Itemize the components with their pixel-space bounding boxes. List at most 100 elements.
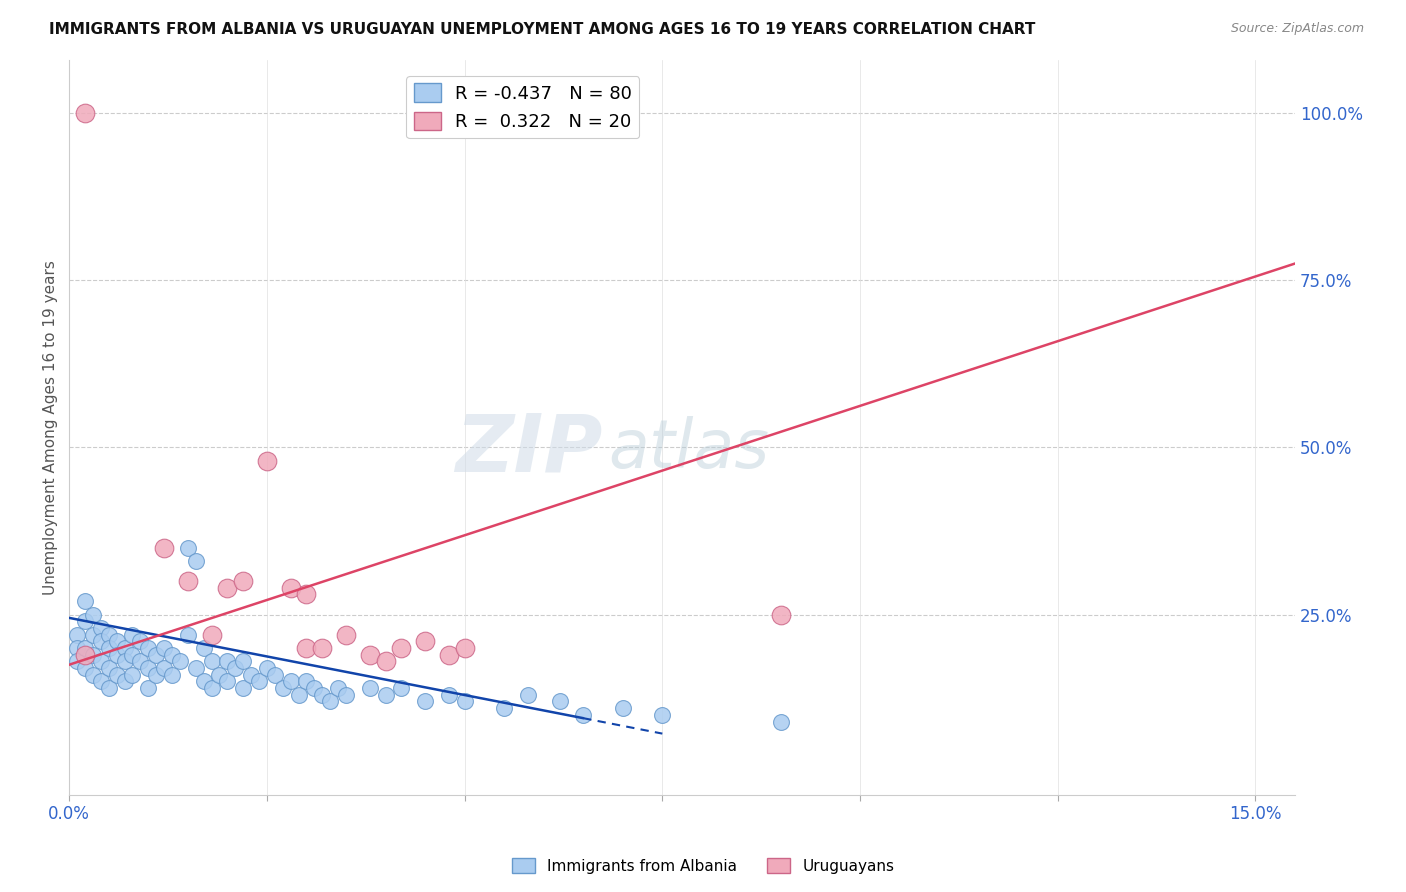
Point xyxy=(153,541,176,555)
Point xyxy=(160,667,183,681)
Point xyxy=(256,454,278,468)
Point xyxy=(121,627,143,641)
Point xyxy=(295,587,318,601)
Point xyxy=(612,701,634,715)
Point xyxy=(232,574,254,588)
Point xyxy=(453,640,475,655)
Point xyxy=(200,654,222,668)
Point xyxy=(97,661,120,675)
Point xyxy=(66,654,89,668)
Point xyxy=(240,667,263,681)
Point xyxy=(90,621,112,635)
Point xyxy=(389,640,412,655)
Point xyxy=(548,694,571,708)
Point xyxy=(90,634,112,648)
Point xyxy=(335,688,357,702)
Point xyxy=(208,667,231,681)
Point xyxy=(304,681,326,695)
Point xyxy=(374,688,396,702)
Point xyxy=(232,681,254,695)
Point xyxy=(437,648,460,662)
Point xyxy=(97,627,120,641)
Point xyxy=(494,701,516,715)
Point xyxy=(129,634,152,648)
Point xyxy=(319,694,342,708)
Point xyxy=(287,688,309,702)
Point xyxy=(136,661,159,675)
Text: IMMIGRANTS FROM ALBANIA VS URUGUAYAN UNEMPLOYMENT AMONG AGES 16 TO 19 YEARS CORR: IMMIGRANTS FROM ALBANIA VS URUGUAYAN UNE… xyxy=(49,22,1036,37)
Point xyxy=(311,688,333,702)
Point xyxy=(247,674,270,689)
Point xyxy=(200,627,222,641)
Point xyxy=(73,614,96,628)
Point xyxy=(453,694,475,708)
Point xyxy=(184,554,207,568)
Point xyxy=(516,688,538,702)
Point xyxy=(193,674,215,689)
Point xyxy=(184,661,207,675)
Point xyxy=(153,661,176,675)
Point xyxy=(177,627,200,641)
Point xyxy=(82,648,104,662)
Point xyxy=(263,667,285,681)
Point xyxy=(217,674,239,689)
Point xyxy=(73,594,96,608)
Point xyxy=(326,681,349,695)
Point xyxy=(73,106,96,120)
Point xyxy=(66,640,89,655)
Point xyxy=(105,667,128,681)
Point xyxy=(114,654,136,668)
Point xyxy=(82,607,104,622)
Point xyxy=(572,707,595,722)
Point xyxy=(217,654,239,668)
Point xyxy=(82,667,104,681)
Point xyxy=(129,654,152,668)
Point xyxy=(177,574,200,588)
Point xyxy=(73,648,96,662)
Point xyxy=(335,627,357,641)
Point xyxy=(90,674,112,689)
Point xyxy=(82,627,104,641)
Point xyxy=(97,640,120,655)
Point xyxy=(114,640,136,655)
Point xyxy=(224,661,246,675)
Point xyxy=(413,694,436,708)
Point xyxy=(121,648,143,662)
Legend: R = -0.437   N = 80, R =  0.322   N = 20: R = -0.437 N = 80, R = 0.322 N = 20 xyxy=(406,76,640,138)
Point xyxy=(651,707,673,722)
Point xyxy=(413,634,436,648)
Point xyxy=(232,654,254,668)
Point xyxy=(136,681,159,695)
Point xyxy=(295,674,318,689)
Point xyxy=(200,681,222,695)
Point xyxy=(160,648,183,662)
Point xyxy=(145,648,167,662)
Text: atlas: atlas xyxy=(609,417,769,483)
Point xyxy=(769,607,792,622)
Point xyxy=(271,681,294,695)
Point xyxy=(217,581,239,595)
Y-axis label: Unemployment Among Ages 16 to 19 years: Unemployment Among Ages 16 to 19 years xyxy=(44,260,58,595)
Point xyxy=(66,627,89,641)
Point xyxy=(177,541,200,555)
Point xyxy=(136,640,159,655)
Point xyxy=(97,681,120,695)
Point xyxy=(90,654,112,668)
Point xyxy=(193,640,215,655)
Legend: Immigrants from Albania, Uruguayans: Immigrants from Albania, Uruguayans xyxy=(506,852,900,880)
Point xyxy=(105,648,128,662)
Point xyxy=(73,661,96,675)
Point xyxy=(389,681,412,695)
Point xyxy=(280,581,302,595)
Point xyxy=(169,654,191,668)
Point xyxy=(256,661,278,675)
Point xyxy=(311,640,333,655)
Point xyxy=(153,640,176,655)
Point xyxy=(280,674,302,689)
Point xyxy=(73,640,96,655)
Text: Source: ZipAtlas.com: Source: ZipAtlas.com xyxy=(1230,22,1364,36)
Point xyxy=(114,674,136,689)
Text: ZIP: ZIP xyxy=(456,410,602,489)
Point xyxy=(359,648,381,662)
Point xyxy=(769,714,792,729)
